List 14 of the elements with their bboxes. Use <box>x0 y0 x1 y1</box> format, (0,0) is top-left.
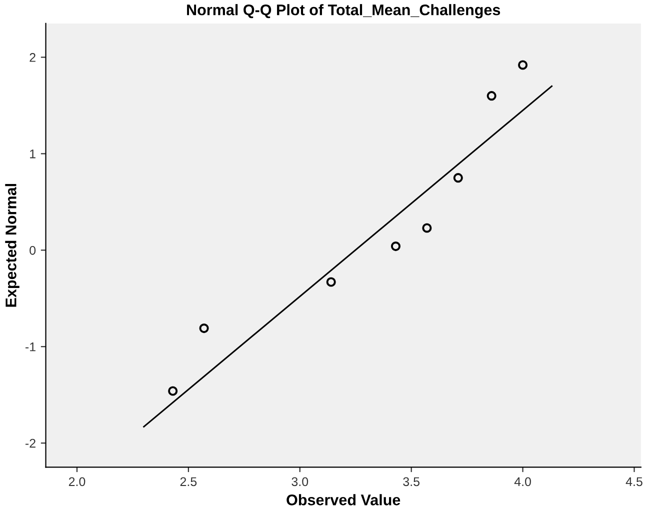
y-tick-label: -1 <box>26 342 36 352</box>
chart-title: Normal Q-Q Plot of Total_Mean_Challenges <box>187 4 500 18</box>
y-tick-label: 1 <box>30 150 36 158</box>
y-tick-label: -2 <box>26 438 36 448</box>
y-tick-label: 0 <box>30 246 36 255</box>
y-tick-label: 2 <box>30 53 36 62</box>
x-tick-label: 4.0 <box>514 477 531 486</box>
x-tick-label: 3.5 <box>403 477 420 486</box>
x-tick-label: 4.5 <box>626 477 642 486</box>
x-tick-label: 3.0 <box>292 477 308 486</box>
x-tick-label: 2.0 <box>68 477 86 486</box>
y-axis-title: Expected Normal <box>5 184 20 307</box>
x-axis-title: Observed Value <box>286 494 400 506</box>
x-tick-label: 2.5 <box>180 477 197 486</box>
